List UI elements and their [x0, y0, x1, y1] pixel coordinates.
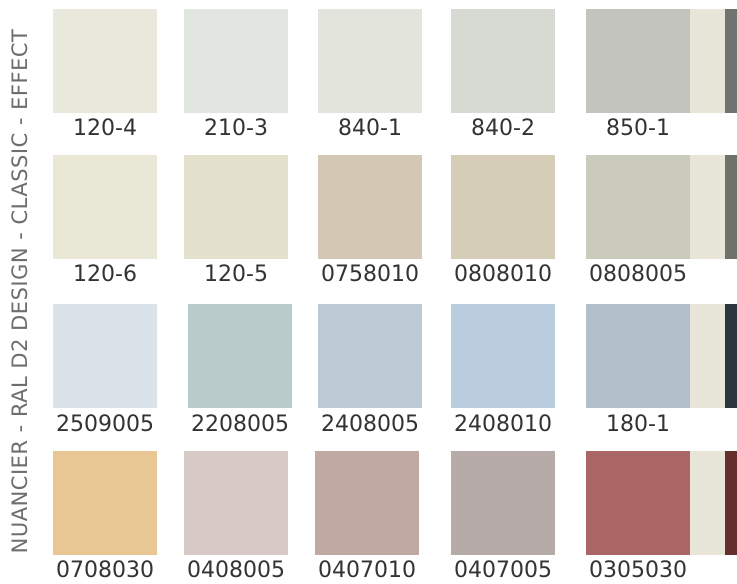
color-swatch [184, 451, 288, 555]
color-swatch [318, 155, 422, 259]
color-swatch [188, 304, 292, 408]
color-swatch [586, 9, 690, 113]
color-code-label: 0708030 [56, 558, 154, 583]
color-code-label: 0808005 [589, 262, 687, 287]
color-code-label: 2208005 [191, 412, 289, 437]
color-code-label: 210-3 [204, 116, 268, 141]
color-swatch [53, 451, 157, 555]
color-swatch [53, 9, 157, 113]
color-code-label: 0758010 [321, 262, 419, 287]
color-code-label: 850-1 [606, 116, 670, 141]
color-swatch [315, 451, 419, 555]
color-code-label: 840-1 [338, 116, 402, 141]
color-code-label: 120-6 [73, 262, 137, 287]
color-code-label: 0407005 [454, 558, 552, 583]
accent-strip-light [690, 155, 725, 259]
color-swatch [184, 155, 288, 259]
color-swatch [586, 155, 690, 259]
color-swatch [53, 304, 157, 408]
accent-strip-dark [725, 304, 737, 408]
color-swatch [451, 451, 555, 555]
color-code-label: 2408010 [454, 412, 552, 437]
color-code-label: 0808010 [454, 262, 552, 287]
accent-strip-dark [725, 155, 737, 259]
color-code-label: 0408005 [187, 558, 285, 583]
accent-strip-dark [725, 9, 737, 113]
color-swatch [451, 155, 555, 259]
accent-strip-light [690, 9, 725, 113]
color-swatch [586, 451, 690, 555]
color-swatch [451, 9, 555, 113]
accent-strip-light [690, 304, 725, 408]
accent-strip-dark [725, 451, 737, 555]
color-swatch [586, 304, 690, 408]
color-swatch [451, 304, 555, 408]
color-code-label: 840-2 [471, 116, 535, 141]
color-swatch [318, 304, 422, 408]
color-code-label: 0407010 [318, 558, 416, 583]
color-code-label: 2408005 [321, 412, 419, 437]
color-code-label: 0305030 [589, 558, 687, 583]
page-title: NUANCIER - RAL D2 DESIGN - CLASSIC - EFF… [8, 28, 32, 554]
color-code-label: 180-1 [606, 412, 670, 437]
color-swatch [318, 9, 422, 113]
color-code-label: 120-5 [204, 262, 268, 287]
accent-strip-light [690, 451, 725, 555]
color-code-label: 120-4 [73, 116, 137, 141]
color-code-label: 2509005 [56, 412, 154, 437]
color-swatch [53, 155, 157, 259]
color-swatch [184, 9, 288, 113]
